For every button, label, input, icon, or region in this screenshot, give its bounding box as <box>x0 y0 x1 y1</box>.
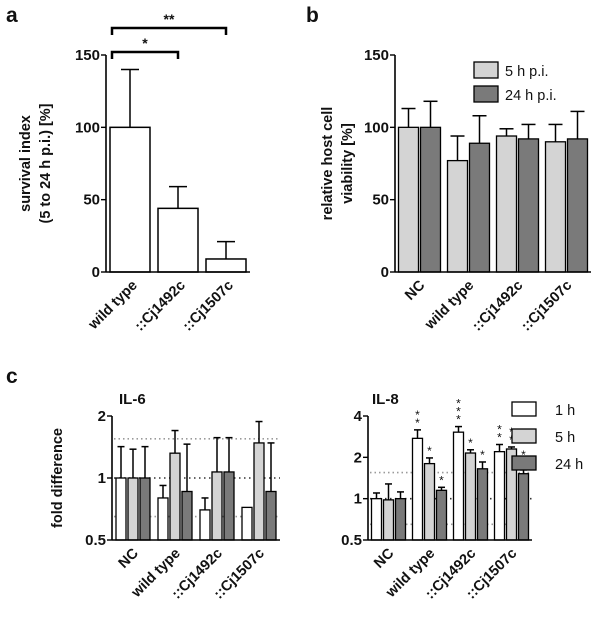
legend-label: 24 h p.i. <box>505 88 557 104</box>
y-tick-label: 0 <box>92 264 100 281</box>
bar <box>476 468 489 541</box>
significance-mark: * <box>427 444 432 458</box>
y-axis-label: (5 to 24 h p.i.) [%] <box>38 103 54 223</box>
bar <box>566 138 589 273</box>
x-tick-label: NC <box>371 545 397 571</box>
y-tick-label: 100 <box>75 119 100 136</box>
legend-b: 5 h p.i. 24 h p.i. <box>473 61 557 104</box>
y-tick-label: 1 <box>354 491 362 508</box>
x-tick-label: ::Cj1507c <box>518 278 575 335</box>
y-tick-label: 0.5 <box>341 532 362 549</box>
legend-swatch <box>511 428 537 444</box>
bar <box>517 473 530 541</box>
significance-mark: * <box>456 397 461 411</box>
y-axis-label: relative host cell <box>320 107 336 221</box>
panel-letter-b: b <box>306 4 319 27</box>
legend-swatch <box>511 401 537 417</box>
bar <box>127 477 139 541</box>
y-axis-label: survival index <box>18 115 34 212</box>
significance-mark: * <box>480 448 485 462</box>
significance-mark: * <box>497 431 502 445</box>
bar <box>382 499 395 541</box>
legend-swatch <box>511 455 537 471</box>
y-tick-label: 2 <box>98 408 106 425</box>
bar <box>435 489 448 541</box>
y-tick-label: 150 <box>364 47 389 64</box>
bar <box>423 462 436 541</box>
panel-letter-a: a <box>6 4 18 27</box>
bar <box>115 477 127 541</box>
bar <box>397 126 420 273</box>
bar <box>181 490 193 541</box>
significance-label: ** <box>164 11 175 27</box>
bar <box>139 477 151 541</box>
bar <box>446 159 469 273</box>
x-tick-label: wild type <box>421 278 477 334</box>
significance-mark: * <box>497 423 502 437</box>
x-tick-label: ::Cj1507c <box>180 278 237 335</box>
bar <box>468 142 491 273</box>
significance-bracket <box>110 26 228 35</box>
panel-letter-c: c <box>6 365 18 388</box>
bar <box>241 506 253 541</box>
significance-label: * <box>142 35 148 51</box>
y-tick-label: 0 <box>381 264 389 281</box>
significance-mark: * <box>456 413 461 427</box>
significance-mark: * <box>415 416 420 430</box>
legend-label: 1 h <box>555 403 575 419</box>
bar <box>109 126 151 273</box>
bar <box>265 490 277 541</box>
significance-mark: * <box>456 405 461 419</box>
bar <box>452 431 465 541</box>
panel-c-il8-chart: NC****wild type*****::Cj1492c******::Cj1… <box>341 391 532 602</box>
y-tick-label: 1 <box>98 470 106 487</box>
legend-label: 24 h <box>555 457 583 473</box>
bar <box>419 126 442 273</box>
x-tick-label: ::Cj1492c <box>469 278 526 335</box>
x-tick-label: NC <box>116 545 142 571</box>
significance-mark: * <box>439 473 444 487</box>
y-tick-label: 150 <box>75 47 100 64</box>
legend-swatch <box>473 61 499 79</box>
bar <box>157 207 199 273</box>
legend-label: 5 h p.i. <box>505 64 549 80</box>
y-tick-label: 0.5 <box>85 532 106 549</box>
panel-a-chart: wild type::Cj1492c::Cj1507c050100150surv… <box>18 11 250 334</box>
y-axis-label: fold difference <box>50 428 66 528</box>
significance-bracket <box>110 50 180 59</box>
bar <box>464 452 477 541</box>
y-tick-label: 50 <box>83 192 100 209</box>
x-tick-label: ::Cj1492c <box>132 278 189 335</box>
bar <box>370 498 383 541</box>
bar <box>211 471 223 541</box>
significance-mark: * <box>415 408 420 422</box>
bar <box>394 498 407 541</box>
legend-label: 5 h <box>555 430 575 446</box>
bar <box>199 509 211 541</box>
y-tick-label: 2 <box>354 449 362 466</box>
y-tick-label: 4 <box>354 408 363 425</box>
bar <box>411 437 424 541</box>
bar <box>169 452 181 541</box>
y-tick-label: 100 <box>364 119 389 136</box>
x-tick-label: NC <box>402 277 428 303</box>
bar <box>157 497 169 541</box>
bar <box>495 135 518 273</box>
panel-title: IL-8 <box>372 391 399 408</box>
significance-mark: * <box>468 436 473 450</box>
legend-swatch <box>473 85 499 103</box>
bar <box>205 258 247 273</box>
panel-title: IL-6 <box>119 391 146 408</box>
significance-mark: * <box>521 448 526 462</box>
bar <box>493 450 506 541</box>
y-tick-label: 50 <box>372 192 389 209</box>
bar <box>517 138 540 273</box>
legend-c: 1 h 5 h 24 h <box>511 401 583 473</box>
bar <box>253 442 265 541</box>
bar <box>544 141 567 273</box>
y-axis-label: viability [%] <box>340 123 356 204</box>
bar <box>223 471 235 541</box>
